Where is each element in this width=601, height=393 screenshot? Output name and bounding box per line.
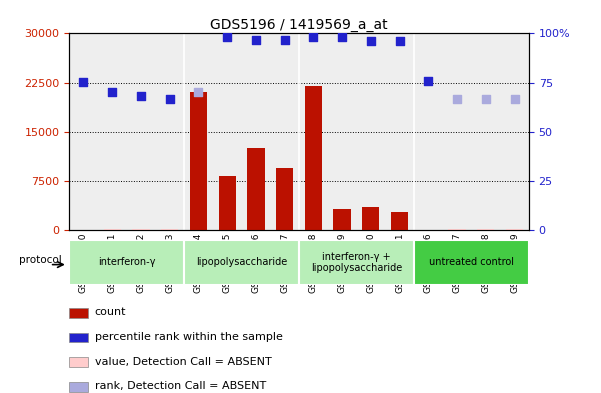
Bar — [391, 211, 408, 230]
Text: rank, Detection Call = ABSENT: rank, Detection Call = ABSENT — [95, 381, 266, 391]
Bar — [69, 357, 88, 367]
Bar — [305, 86, 322, 230]
Point — [481, 96, 490, 102]
Bar — [334, 209, 351, 230]
Bar — [299, 240, 414, 285]
Point — [366, 38, 376, 44]
Text: count: count — [95, 307, 126, 318]
Text: percentile rank within the sample: percentile rank within the sample — [95, 332, 282, 342]
Bar — [247, 148, 264, 230]
Bar — [184, 240, 299, 285]
Text: lipopolysaccharide: lipopolysaccharide — [196, 257, 287, 267]
Text: value, Detection Call = ABSENT: value, Detection Call = ABSENT — [95, 356, 272, 367]
Bar — [69, 308, 88, 318]
Point — [194, 89, 203, 95]
Point — [308, 33, 318, 40]
Point — [395, 37, 404, 44]
Text: interferon-γ +
lipopolysaccharide: interferon-γ + lipopolysaccharide — [311, 252, 402, 273]
Point — [251, 37, 261, 43]
Text: interferon-γ: interferon-γ — [98, 257, 155, 267]
Title: GDS5196 / 1419569_a_at: GDS5196 / 1419569_a_at — [210, 18, 388, 32]
Point — [424, 78, 433, 84]
Point — [222, 33, 232, 40]
Text: protocol: protocol — [19, 255, 62, 265]
Bar — [362, 207, 379, 230]
Bar — [69, 240, 184, 285]
Point — [280, 37, 290, 43]
Point — [452, 96, 462, 102]
Bar — [69, 382, 88, 391]
Point — [79, 79, 88, 85]
Bar — [414, 240, 529, 285]
Text: untreated control: untreated control — [429, 257, 514, 267]
Bar — [219, 176, 236, 230]
Bar — [190, 92, 207, 230]
Point — [108, 89, 117, 95]
Bar — [276, 168, 293, 230]
Point — [165, 96, 174, 102]
Point — [510, 96, 519, 102]
Bar — [69, 332, 88, 342]
Point — [337, 33, 347, 40]
Point — [136, 92, 146, 99]
